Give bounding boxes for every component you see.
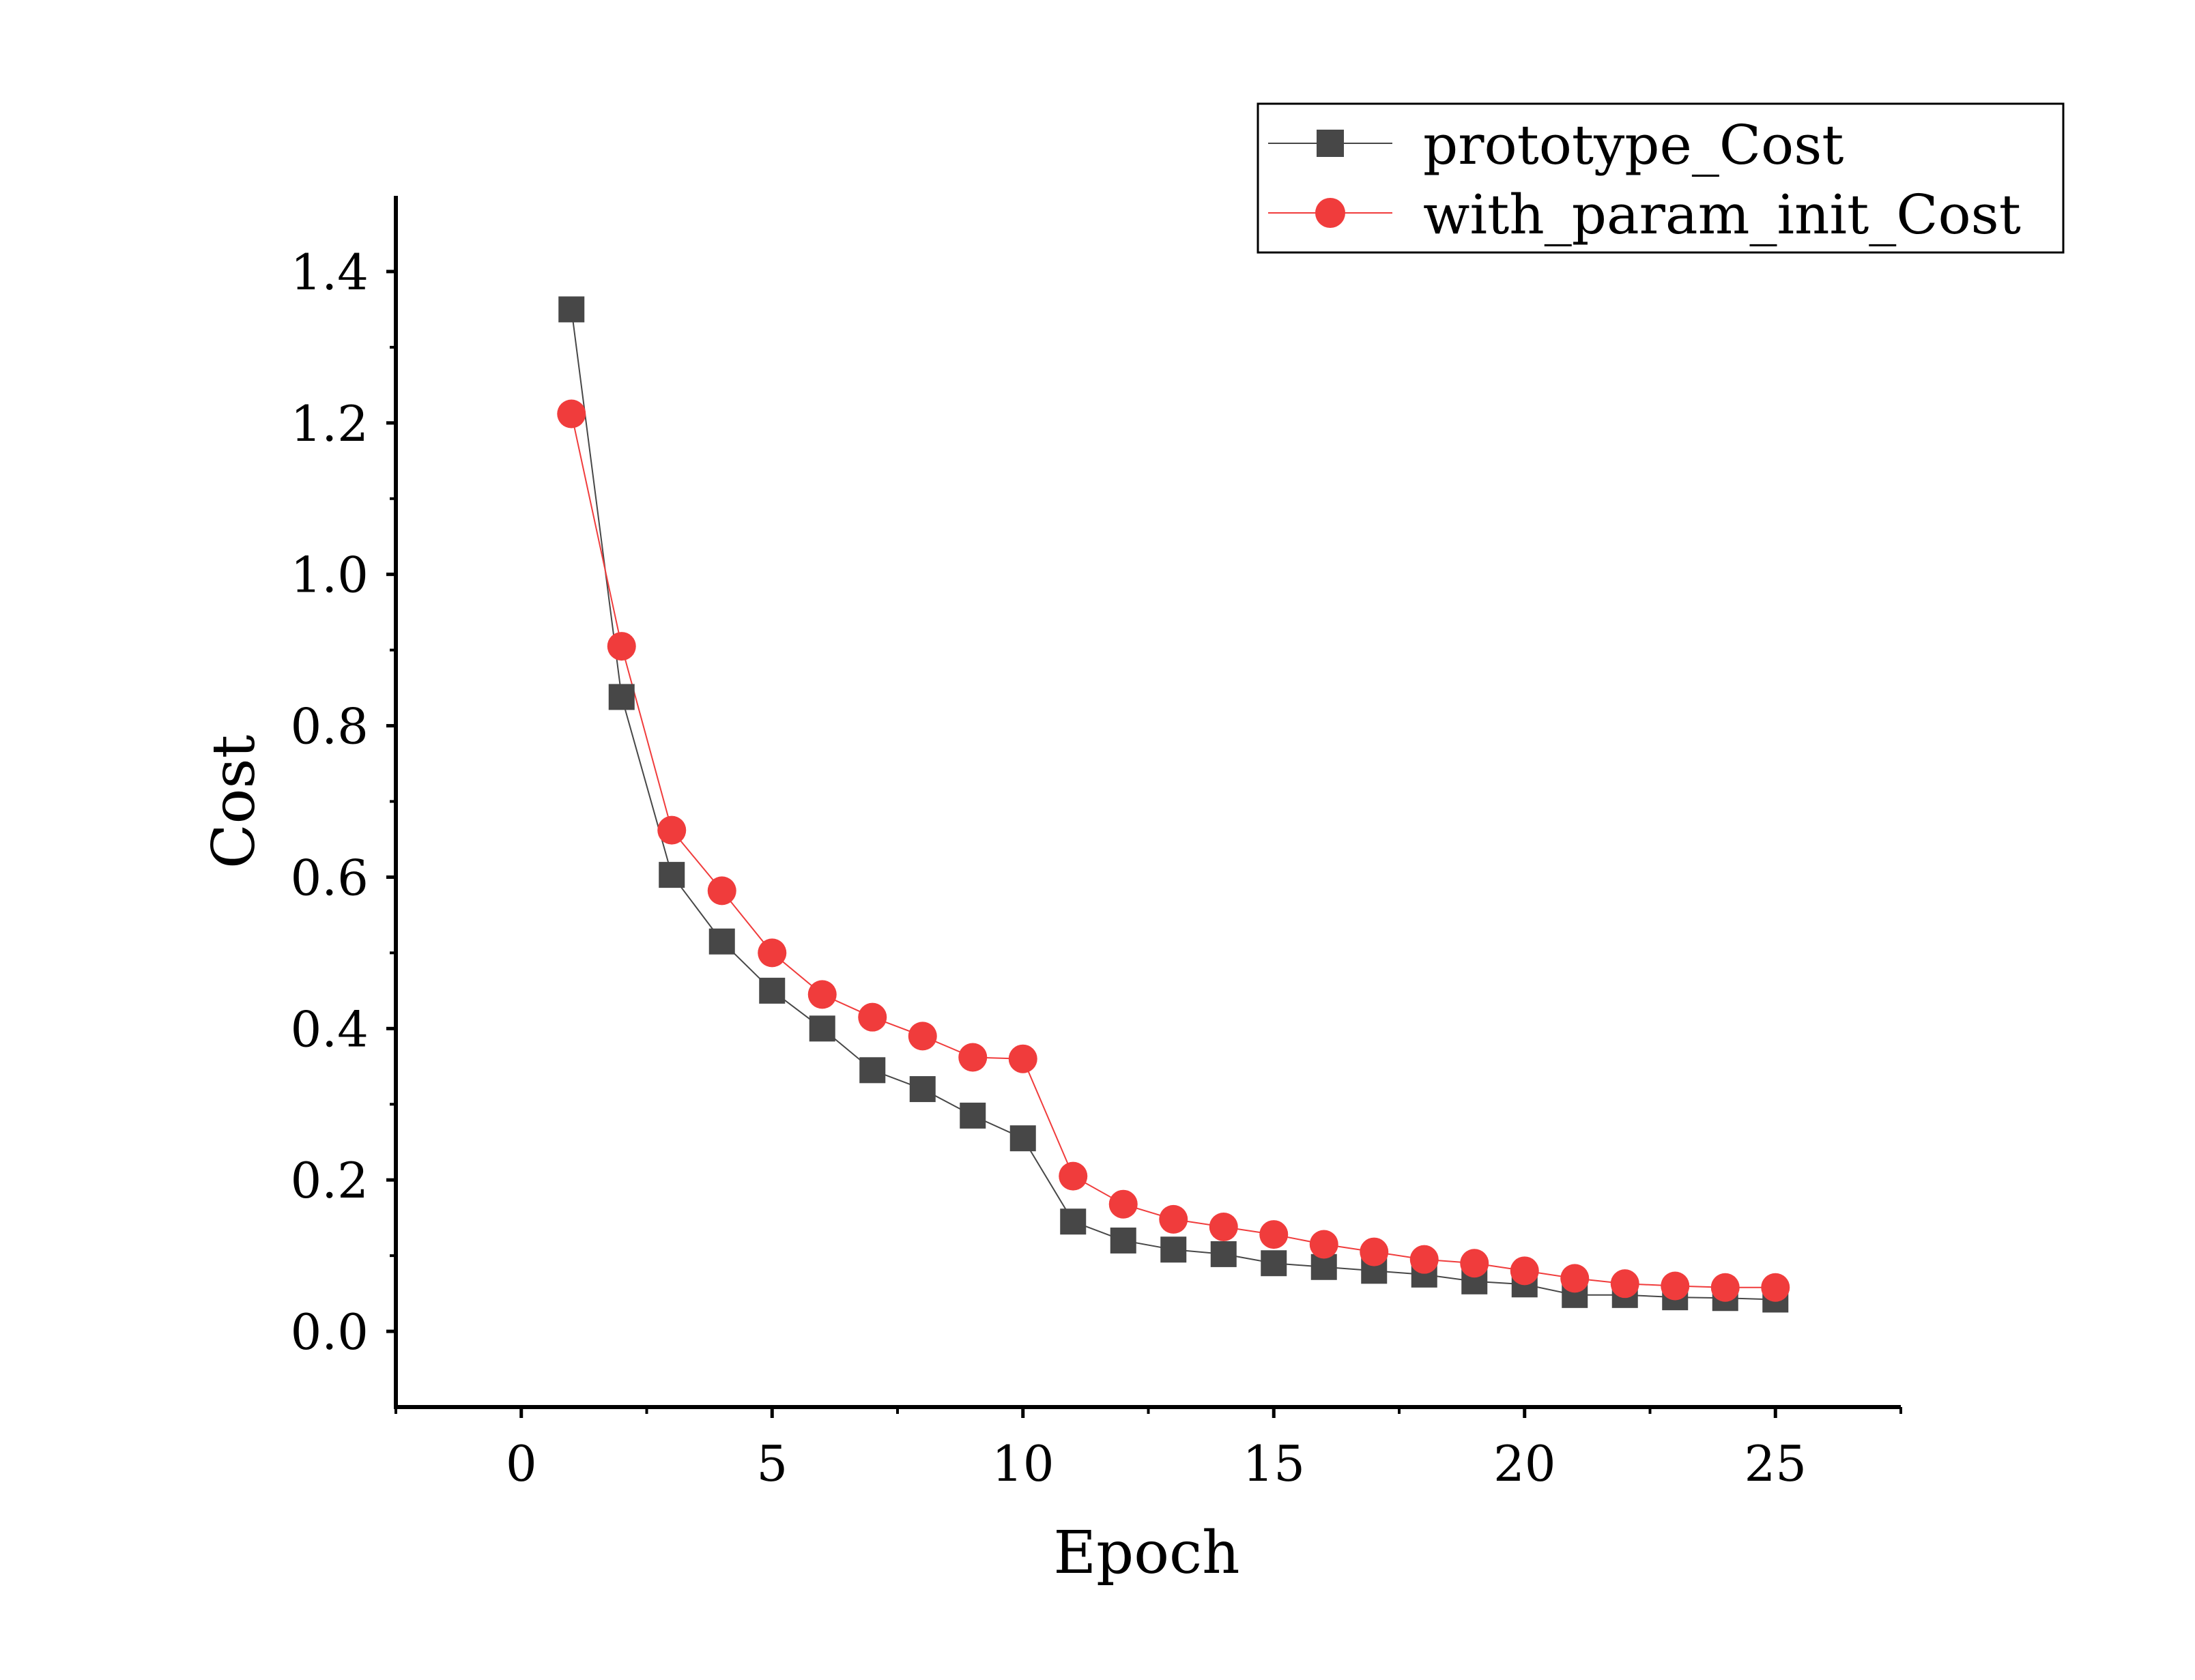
data-point-with_param_init_Cost [1510,1256,1539,1286]
series-line-prototype_Cost [571,309,1776,1301]
data-point-with_param_init_Cost [1059,1161,1088,1191]
data-point-prototype_Cost [558,296,585,323]
data-point-prototype_Cost [659,862,685,888]
data-point-prototype_Cost [909,1076,936,1103]
y-axis-label: Cost [200,735,268,869]
data-point-with_param_init_Cost [1108,1189,1138,1219]
data-point-with_param_init_Cost [707,876,736,906]
data-point-with_param_init_Cost [657,815,687,845]
data-point-with_param_init_Cost [807,980,837,1009]
legend-marker-prototype [1317,130,1344,157]
data-point-with_param_init_Cost [1560,1264,1590,1293]
data-point-with_param_init_Cost [1008,1044,1037,1073]
data-point-prototype_Cost [1160,1236,1187,1263]
data-point-with_param_init_Cost [1409,1245,1439,1274]
data-point-with_param_init_Cost [1309,1230,1338,1259]
data-point-with_param_init_Cost [1661,1271,1690,1301]
y-tick-label: 0.8 [290,698,369,755]
axes-layer [394,196,1901,1409]
data-point-with_param_init_Cost [607,632,636,661]
data-point-with_param_init_Cost [1360,1237,1389,1266]
data-point-prototype_Cost [608,684,635,710]
y-tick-label: 0.0 [290,1303,369,1361]
y-tick-label: 0.6 [290,849,369,906]
x-axis-label: Epoch [1053,1519,1239,1587]
series-layer [557,296,1790,1313]
data-point-prototype_Cost [708,928,735,955]
data-point-prototype_Cost [859,1057,886,1084]
data-point-prototype_Cost [759,977,786,1004]
x-tick-label: 0 [506,1435,537,1492]
legend-box [1257,102,2065,254]
x-tick-label: 10 [992,1435,1055,1492]
data-point-with_param_init_Cost [758,938,787,968]
x-tick-label: 20 [1493,1435,1556,1492]
data-point-with_param_init_Cost [908,1022,937,1051]
x-tick-label: 15 [1242,1435,1305,1492]
data-point-with_param_init_Cost [958,1043,988,1072]
data-point-prototype_Cost [809,1015,835,1042]
y-tick-label: 0.2 [290,1152,369,1209]
data-point-with_param_init_Cost [1159,1204,1188,1234]
data-point-with_param_init_Cost [1460,1249,1489,1278]
series-line-with_param_init_Cost [571,414,1776,1288]
legend-marker-with-param [1315,198,1345,228]
data-point-with_param_init_Cost [557,399,586,429]
data-point-with_param_init_Cost [1610,1269,1639,1299]
data-point-with_param_init_Cost [1259,1220,1289,1249]
data-point-with_param_init_Cost [858,1002,887,1032]
data-point-prototype_Cost [1060,1208,1087,1235]
data-point-prototype_Cost [1110,1227,1136,1254]
y-tick-label: 1.2 [290,395,369,452]
x-tick-label: 25 [1744,1435,1807,1492]
data-point-prototype_Cost [1210,1241,1237,1267]
data-point-with_param_init_Cost [1710,1273,1740,1302]
legend-label-with-param: with_param_init_Cost [1423,183,2021,246]
y-tick-label: 1.4 [290,244,369,301]
x-tick-label: 5 [756,1435,788,1492]
y-tick-label: 1.0 [290,547,369,604]
data-point-with_param_init_Cost [1761,1273,1790,1302]
y-tick-label: 0.4 [290,1000,369,1058]
legend-label-prototype: prototype_Cost [1423,113,1843,177]
data-point-prototype_Cost [1261,1250,1287,1277]
data-point-with_param_init_Cost [1209,1212,1238,1241]
legend: prototype_Cost with_param_init_Cost [1257,102,2065,254]
ticks-layer: 0.0 0.2 0.4 0.6 0.8 1.0 1.2 1.4 0 5 10 15 20 25 [290,244,1902,1492]
data-point-prototype_Cost [960,1102,986,1129]
data-point-prototype_Cost [1009,1125,1036,1152]
